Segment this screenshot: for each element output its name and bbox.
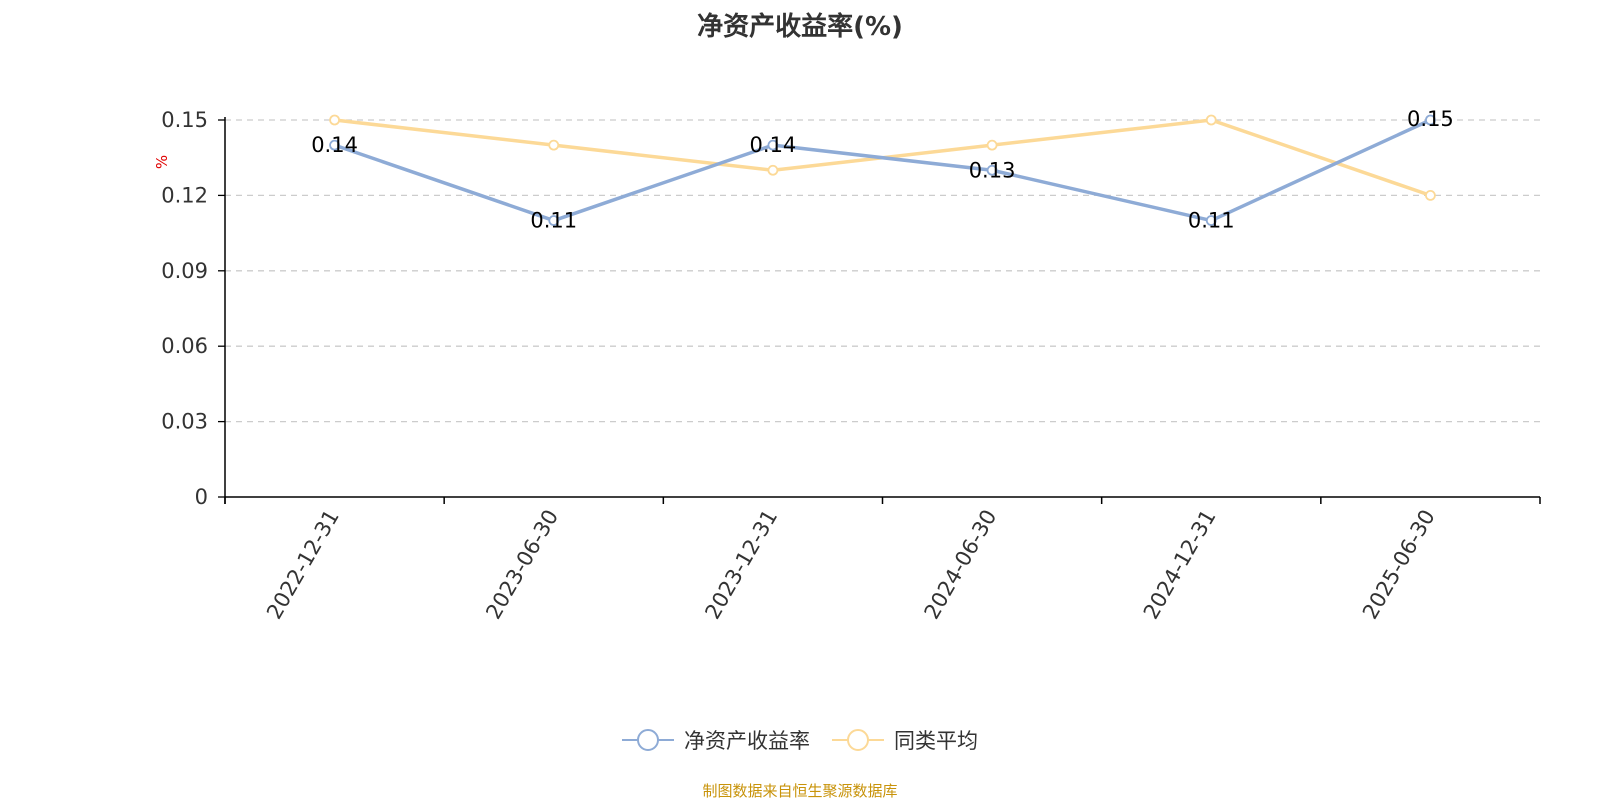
data-point (329, 139, 340, 151)
y-tick-label: 0.06 (161, 334, 208, 358)
y-tick-label: 0.12 (161, 183, 208, 207)
data-label: 0.14 (750, 133, 797, 157)
data-label: 0.13 (969, 158, 1016, 182)
data-point (1205, 215, 1217, 226)
data-label: 0.15 (1407, 107, 1454, 131)
legend-item-peer-average[interactable]: 同类平均 (832, 725, 978, 755)
source-note: 制图数据来自恒生聚源数据库 (702, 782, 898, 800)
y-tick-label: 0 (195, 485, 208, 509)
y-tick-label: 0.03 (161, 410, 208, 434)
data-point (767, 139, 779, 151)
data-point (767, 164, 779, 176)
x-tick-label: 2023-06-30 (481, 506, 563, 624)
x-tick-label: 2022-12-31 (262, 506, 344, 624)
axes: 0 0.03 0.06 0.09 0.12 0.15% 2022-12-31 2023-06-… (153, 108, 1541, 624)
y-tick-label: 0.09 (161, 259, 208, 283)
legend-label-peer-average: 同类平均 (894, 729, 978, 753)
x-tick-label: 2025-06-30 (1358, 506, 1440, 624)
data-point (1425, 114, 1436, 126)
data-label: 0.11 (530, 209, 577, 233)
line-chart: 0 0.03 0.06 0.09 0.12 0.15% 2022-12-31 2023-06-… (153, 107, 1541, 624)
series-lines (329, 114, 1436, 226)
legend: 净资产收益率 同类平均 (0, 725, 1600, 755)
data-point (1205, 114, 1217, 126)
data-label: 0.14 (311, 133, 358, 157)
x-tick-label: 2024-12-31 (1139, 506, 1221, 624)
series-line (334, 118, 1432, 223)
y-axis-label: % (153, 155, 171, 169)
legend-swatch-roe-icon (622, 729, 674, 751)
legend-swatch-peer-average-icon (832, 729, 884, 751)
x-tick-label: 2023-12-31 (700, 506, 782, 624)
data-labels: 0.14 0.11 0.14 0.13 0.11 0.15 (311, 107, 1454, 233)
data-point (1425, 189, 1436, 201)
data-point (548, 139, 560, 151)
data-label: 0.11 (1188, 209, 1235, 233)
data-point (986, 139, 998, 151)
x-tick-label: 2024-06-30 (920, 505, 1002, 623)
data-point (329, 114, 340, 126)
legend-item-roe[interactable]: 净资产收益率 (622, 725, 810, 755)
y-tick-label: 0.15 (161, 108, 208, 132)
legend-label-roe: 净资产收益率 (684, 729, 810, 753)
data-point (548, 215, 560, 226)
data-point (986, 164, 998, 176)
chart-title: 净资产收益率(%) (697, 12, 903, 42)
